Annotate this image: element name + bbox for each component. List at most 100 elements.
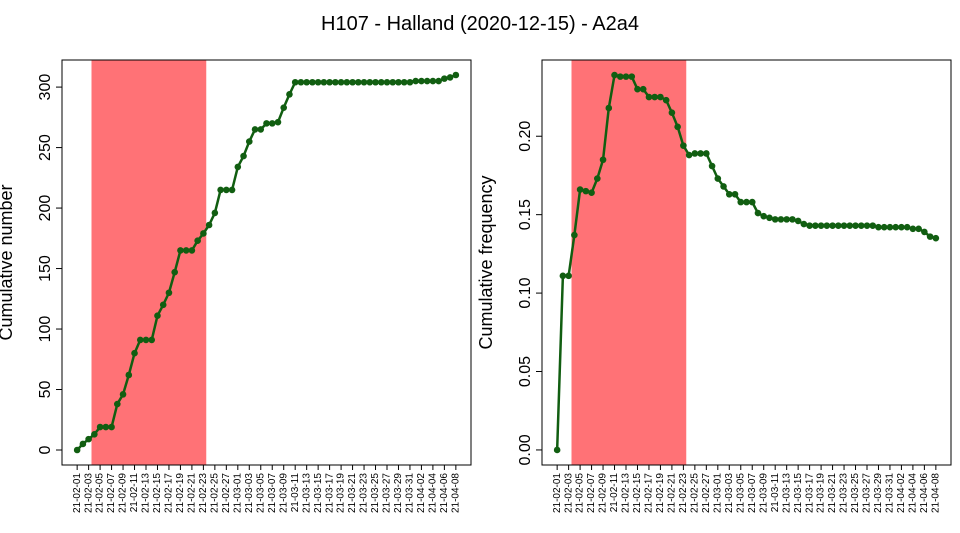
y-tick-label: 100 [37,316,54,343]
marker [921,228,928,236]
y-tick-label: 0.00 [517,434,534,465]
x-tick-label: 21-03-07 [747,473,758,513]
x-tick-label: 21-02-01 [72,473,83,513]
marker [559,272,567,280]
marker [131,349,138,357]
marker [355,78,362,86]
marker [337,78,345,86]
marker [200,230,207,237]
marker [286,91,293,98]
marker [634,85,641,93]
marker [823,222,831,229]
highlight-band [571,60,687,465]
marker [863,222,871,229]
marker [205,221,213,229]
x-tick-label: 21-03-07 [267,473,278,513]
marker [588,189,595,196]
marker [748,198,756,206]
x-tick-label: 21-04-06 [439,473,450,513]
marker [806,222,813,229]
marker [703,150,710,157]
marker [594,175,601,182]
x-tick-label: 21-03-15 [793,473,804,513]
x-tick-label: 21-02-13 [141,473,152,513]
x-tick-label: 21-03-11 [290,473,301,513]
x-tick-label: 21-02-23 [198,473,209,513]
x-tick-label: 21-02-15 [152,473,163,513]
x-tick-label: 21-03-13 [781,473,792,513]
marker [165,289,173,297]
marker [857,222,865,229]
marker [582,187,590,195]
y-axis-title: Cumulative frequency [476,175,496,349]
y-tick-label: 250 [37,134,54,161]
marker [771,216,779,223]
x-tick-label: 21-02-05 [95,473,106,513]
y-axis-title: Cumulative number [0,184,16,340]
marker [794,217,802,225]
x-tick-label: 21-02-21 [187,473,198,513]
x-tick-label: 21-02-19 [175,473,186,513]
marker [915,225,922,233]
marker [886,223,894,231]
marker [869,222,877,229]
marker [446,74,454,81]
x-tick-label: 21-02-11 [609,473,620,513]
marker [599,156,607,164]
x-tick-label: 21-02-11 [129,473,140,513]
marker [119,391,127,398]
marker [880,223,888,231]
x-tick-label: 21-02-03 [563,473,574,513]
marker [812,222,819,229]
x-tick-label: 21-03-25 [370,473,381,513]
marker [754,209,762,217]
marker [91,430,98,438]
y-tick-label: 0.15 [517,199,534,230]
marker [760,212,768,220]
x-tick-label: 21-04-02 [416,473,427,513]
x-tick-label: 21-03-15 [313,473,324,513]
marker [309,78,316,86]
marker [223,186,230,194]
marker [611,71,618,79]
marker [314,78,322,86]
x-tick-label: 21-03-05 [735,473,746,513]
marker [349,78,356,86]
marker [932,234,940,242]
x-tick-label: 21-03-09 [758,473,769,513]
x-tick-label: 21-03-03 [244,473,255,513]
marker [85,435,92,443]
marker [777,216,785,223]
marker [685,151,693,159]
x-tick-label: 21-02-15 [632,473,643,513]
marker [892,223,899,231]
x-tick-label: 21-04-08 [930,473,941,513]
marker [320,78,328,86]
marker [725,190,733,198]
x-tick-label: 21-03-19 [336,473,347,513]
marker [177,247,184,254]
marker [360,78,368,86]
marker [605,104,613,112]
x-tick-label: 21-03-29 [393,473,404,513]
x-tick-label: 21-02-27 [701,473,712,513]
marker [332,78,339,86]
marker [829,222,836,229]
marker [898,223,905,231]
marker [645,93,653,101]
x-tick-label: 21-02-09 [118,473,129,513]
marker [743,198,750,206]
marker [708,162,716,170]
x-tick-label: 21-02-27 [221,473,232,513]
plot-frame [541,59,952,466]
marker [268,120,276,127]
y-tick-label: 0 [37,445,54,454]
marker [274,118,282,126]
marker [846,222,854,229]
marker [639,85,647,93]
marker [697,150,704,157]
x-tick-label: 21-02-25 [209,473,220,513]
marker [245,138,253,145]
marker [142,336,150,344]
x-tick-label: 21-03-17 [804,473,815,513]
